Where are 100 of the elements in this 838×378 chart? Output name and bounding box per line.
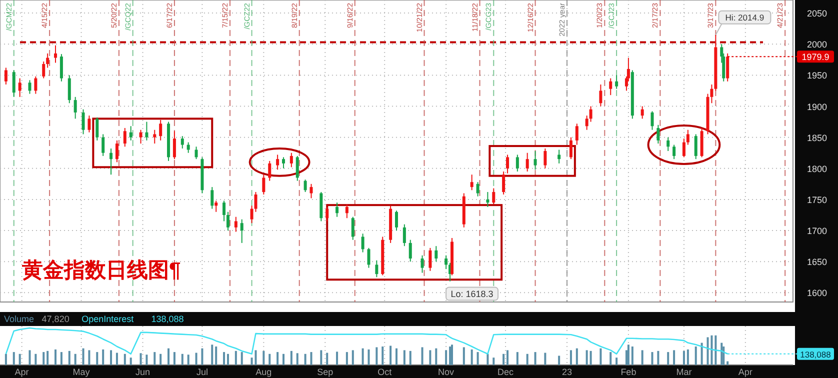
candlestick: [82, 108, 85, 135]
candlestick: [526, 152, 529, 172]
candlestick: [326, 206, 329, 222]
candlestick: [502, 171, 506, 195]
candlestick: [34, 76, 38, 94]
bar: [526, 354, 528, 365]
candlestick: [506, 154, 510, 174]
annotation: 138,088: [800, 349, 832, 360]
text: 138,088: [151, 314, 184, 324]
candlestick: [46, 52, 50, 68]
series-label: OpenInterest: [82, 314, 134, 324]
bar: [376, 347, 378, 365]
bar: [429, 350, 432, 365]
candlestick: [345, 204, 348, 219]
bar: [116, 352, 118, 365]
annotation: Lo: 1618.3: [450, 288, 494, 299]
candlestick: [194, 146, 198, 160]
candlestick: [486, 192, 490, 208]
candlestick: [115, 140, 118, 163]
bar: [320, 350, 322, 365]
bar: [268, 354, 271, 365]
bar: [234, 350, 237, 365]
candlestick: [470, 174, 474, 191]
candlestick: [110, 148, 113, 176]
candlestick: [54, 44, 58, 64]
bar: [290, 350, 292, 365]
bar: [130, 358, 132, 365]
candlestick: [210, 186, 214, 210]
candlestick: [476, 182, 480, 197]
bar: [641, 350, 644, 365]
bar: [657, 350, 660, 365]
candlestick: [361, 233, 364, 253]
bar: [201, 348, 204, 365]
bar: [211, 344, 214, 365]
candlestick: [310, 183, 313, 199]
candlestick: [672, 144, 676, 160]
bar: [296, 353, 298, 365]
bar: [54, 349, 57, 365]
bar: [390, 346, 392, 365]
bar: [34, 354, 37, 365]
bar: [694, 346, 697, 365]
candlestick: [240, 218, 244, 244]
bar: [586, 350, 588, 365]
candlestick: [516, 154, 519, 172]
bar: [631, 346, 634, 365]
bar: [449, 346, 452, 365]
bar: [710, 335, 713, 365]
bar: [28, 350, 31, 365]
bar: [492, 358, 495, 365]
candlestick: [268, 160, 272, 182]
x-tick-label: May: [72, 367, 90, 377]
y-tick-label: 1650: [806, 257, 828, 268]
bar: [88, 350, 90, 365]
bar: [362, 348, 364, 365]
bar: [686, 349, 689, 365]
text: 黄金指数日线图¶: [21, 259, 181, 282]
candlestick: [336, 202, 339, 218]
candlestick: [290, 152, 293, 168]
candlestick: [60, 54, 63, 82]
bar: [600, 348, 602, 365]
candlestick: [74, 96, 77, 120]
bar: [102, 349, 104, 365]
bar: [240, 352, 243, 365]
bar: [516, 352, 518, 365]
bar: [195, 352, 198, 365]
bar: [706, 337, 709, 365]
candlestick: [88, 115, 91, 133]
candlestick: [589, 106, 592, 122]
bar: [282, 354, 284, 365]
text: 47,820: [42, 314, 70, 324]
candlestick: [4, 67, 8, 86]
x-tick-label: Feb: [620, 367, 636, 377]
bar: [382, 346, 384, 365]
candlestick: [420, 254, 424, 274]
bar: [544, 352, 546, 365]
candlestick: [640, 106, 644, 120]
bar: [673, 350, 676, 365]
candlestick: [351, 216, 354, 240]
bar: [276, 352, 279, 365]
bar: [181, 354, 184, 365]
bar: [82, 348, 84, 365]
bar: [336, 352, 338, 365]
bar: [462, 347, 465, 365]
candlestick: [666, 136, 670, 152]
bar: [352, 350, 354, 365]
bar: [682, 350, 685, 365]
candlestick: [28, 80, 32, 94]
candlestick: [650, 110, 654, 130]
candlestick: [102, 134, 105, 156]
candlestick: [304, 179, 307, 193]
candlestick: [139, 129, 142, 144]
bar: [140, 353, 142, 365]
y-tick-label: 1900: [806, 102, 828, 112]
x-tick-label: Sep: [317, 367, 334, 377]
bar: [651, 352, 654, 365]
candlestick: [544, 148, 547, 169]
candlestick: [558, 149, 561, 164]
candlestick: [222, 200, 226, 222]
y-tick-label: 1750: [806, 194, 828, 205]
bar: [4, 354, 7, 365]
